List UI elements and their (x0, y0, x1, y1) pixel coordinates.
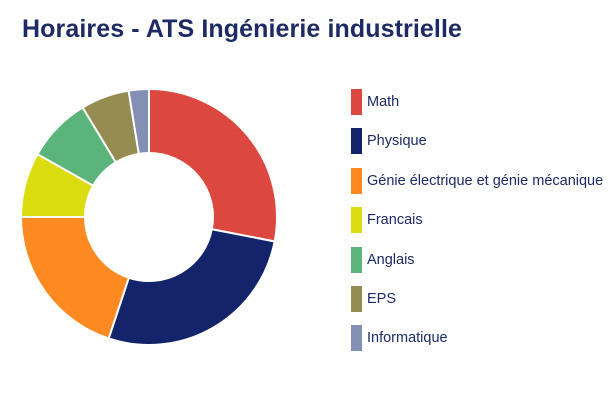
legend-label: Math (367, 94, 400, 110)
donut-slice-physique[interactable] (107, 228, 276, 346)
legend-swatch (351, 325, 362, 352)
donut-slice-informatique[interactable] (127, 88, 150, 155)
donut-slices (20, 88, 278, 346)
legend-label: Anglais (367, 251, 415, 268)
legend-swatch (351, 89, 362, 115)
legend-label: Physique (367, 133, 427, 150)
legend-swatch (351, 167, 362, 194)
legend-label: Génie électrique et génie mécanique (367, 172, 604, 189)
legend-swatch (351, 128, 362, 155)
legend-label: Francais (367, 212, 423, 229)
legend-label: Informatique (367, 330, 448, 347)
legend-label: EPS (367, 291, 397, 307)
legend-item-genie-electrique-et-genie-mecanique[interactable]: Génie électrique et génie mécanique (351, 167, 603, 195)
legend-swatch (351, 286, 362, 312)
legend-item-eps[interactable]: EPS (351, 285, 396, 313)
legend-item-francais[interactable]: Francais (351, 206, 423, 234)
donut-slice-genie-electrique-et-genie-mecanique[interactable] (20, 216, 130, 340)
legend-item-math[interactable]: Math (351, 88, 399, 116)
legend-swatch (351, 207, 362, 234)
legend-item-anglais[interactable]: Anglais (351, 246, 415, 274)
donut-slice-math[interactable] (148, 88, 278, 243)
legend-item-informatique[interactable]: Informatique (351, 324, 448, 352)
legend-item-physique[interactable]: Physique (351, 127, 427, 155)
chart-title: Horaires - ATS Ingénierie industrielle (22, 15, 463, 43)
legend-swatch (351, 246, 362, 273)
